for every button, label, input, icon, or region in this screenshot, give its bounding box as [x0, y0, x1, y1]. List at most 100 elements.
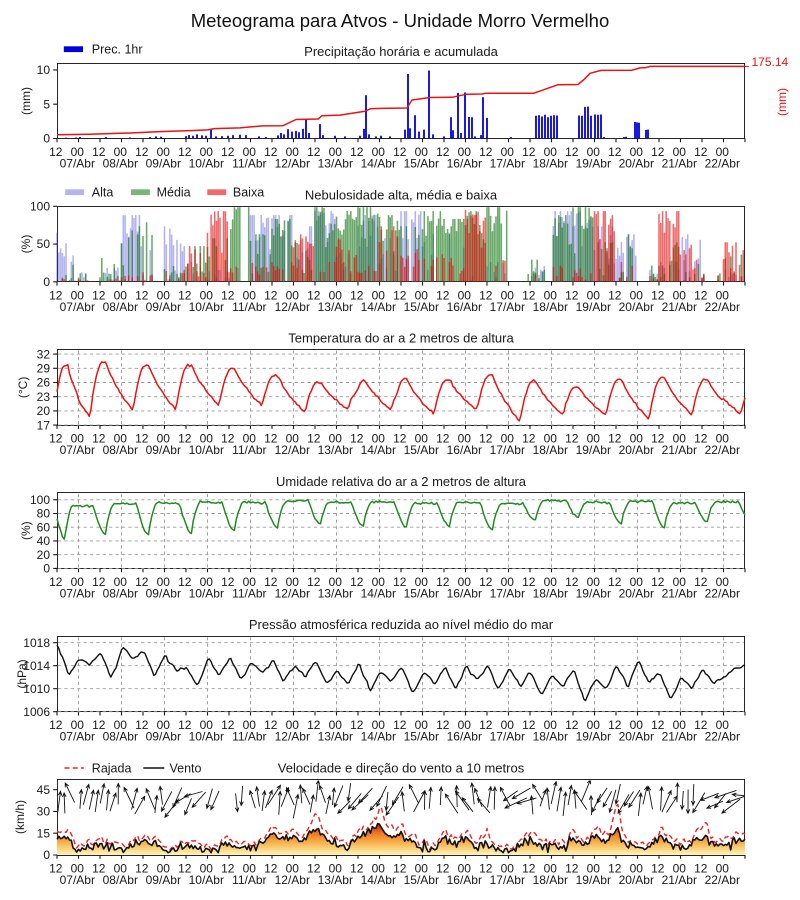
svg-text:00: 00 — [544, 575, 558, 589]
svg-text:17/Abr: 17/Abr — [490, 730, 525, 744]
svg-text:12: 12 — [522, 862, 536, 876]
svg-text:16/Abr: 16/Abr — [447, 730, 482, 744]
svg-text:00: 00 — [630, 862, 644, 876]
svg-text:19/Abr: 19/Abr — [576, 300, 611, 314]
svg-text:Média: Média — [157, 186, 191, 200]
svg-text:12: 12 — [221, 575, 235, 589]
svg-text:12: 12 — [92, 862, 106, 876]
svg-text:1014: 1014 — [23, 659, 50, 673]
svg-text:00: 00 — [587, 575, 601, 589]
svg-text:15/Abr: 15/Abr — [404, 873, 439, 887]
svg-text:12: 12 — [264, 718, 278, 732]
svg-text:12: 12 — [350, 145, 364, 159]
svg-text:08/Abr: 08/Abr — [103, 586, 138, 600]
svg-text:10/Abr: 10/Abr — [189, 157, 224, 171]
svg-text:Umidade relativa do ar a 2 met: Umidade relativa do ar a 2 metros de alt… — [276, 474, 527, 489]
svg-text:17/Abr: 17/Abr — [490, 157, 525, 171]
svg-text:09/Abr: 09/Abr — [146, 586, 181, 600]
svg-text:00: 00 — [157, 288, 171, 302]
svg-text:00: 00 — [501, 575, 515, 589]
svg-text:Alta: Alta — [92, 186, 114, 200]
svg-text:00: 00 — [544, 145, 558, 159]
svg-text:12: 12 — [479, 432, 493, 446]
svg-text:12: 12 — [178, 575, 192, 589]
svg-text:00: 00 — [673, 575, 687, 589]
svg-text:12: 12 — [651, 718, 665, 732]
svg-text:16/Abr: 16/Abr — [447, 443, 482, 457]
svg-text:12/Abr: 12/Abr — [275, 873, 310, 887]
svg-text:20/Abr: 20/Abr — [619, 730, 654, 744]
svg-text:00: 00 — [716, 718, 730, 732]
svg-text:00: 00 — [157, 575, 171, 589]
svg-text:00: 00 — [243, 718, 257, 732]
svg-text:21/Abr: 21/Abr — [662, 300, 697, 314]
svg-text:00: 00 — [243, 145, 257, 159]
svg-text:12: 12 — [92, 145, 106, 159]
svg-text:12: 12 — [221, 432, 235, 446]
svg-text:09/Abr: 09/Abr — [146, 157, 181, 171]
svg-text:00: 00 — [286, 862, 300, 876]
svg-text:12: 12 — [479, 288, 493, 302]
svg-text:00: 00 — [716, 862, 730, 876]
svg-text:00: 00 — [587, 288, 601, 302]
svg-text:00: 00 — [544, 432, 558, 446]
svg-text:22/Abr: 22/Abr — [705, 443, 740, 457]
svg-text:09/Abr: 09/Abr — [146, 730, 181, 744]
svg-text:12: 12 — [608, 288, 622, 302]
svg-text:00: 00 — [286, 288, 300, 302]
svg-text:00: 00 — [458, 432, 472, 446]
svg-text:00: 00 — [673, 288, 687, 302]
svg-text:00: 00 — [286, 718, 300, 732]
svg-text:00: 00 — [372, 432, 386, 446]
svg-text:00: 00 — [372, 288, 386, 302]
svg-text:Pressão atmosférica reduzida a: Pressão atmosférica reduzida ao nível mé… — [249, 617, 554, 632]
svg-text:22/Abr: 22/Abr — [705, 300, 740, 314]
svg-text:00: 00 — [329, 288, 343, 302]
svg-text:29: 29 — [37, 362, 51, 376]
svg-text:22/Abr: 22/Abr — [705, 873, 740, 887]
svg-text:00: 00 — [200, 145, 214, 159]
svg-text:12: 12 — [479, 575, 493, 589]
svg-text:12: 12 — [350, 575, 364, 589]
svg-text:00: 00 — [673, 862, 687, 876]
svg-text:12: 12 — [307, 432, 321, 446]
svg-text:12: 12 — [608, 718, 622, 732]
svg-text:12: 12 — [307, 288, 321, 302]
svg-text:12: 12 — [522, 575, 536, 589]
svg-text:12: 12 — [694, 432, 708, 446]
svg-text:12: 12 — [178, 432, 192, 446]
svg-text:0: 0 — [43, 275, 50, 289]
svg-text:08/Abr: 08/Abr — [103, 873, 138, 887]
svg-text:17/Abr: 17/Abr — [490, 586, 525, 600]
svg-text:12: 12 — [522, 718, 536, 732]
svg-text:(km/h): (km/h) — [13, 800, 27, 834]
svg-text:00: 00 — [71, 145, 85, 159]
svg-text:14/Abr: 14/Abr — [361, 157, 396, 171]
svg-text:00: 00 — [587, 718, 601, 732]
svg-text:10/Abr: 10/Abr — [189, 730, 224, 744]
svg-text:(mm): (mm) — [775, 88, 789, 116]
svg-text:19/Abr: 19/Abr — [576, 443, 611, 457]
svg-text:Temperatura do ar a 2 metros d: Temperatura do ar a 2 metros de altura — [288, 331, 514, 346]
svg-text:12: 12 — [307, 145, 321, 159]
svg-text:Nebulosidade alta, média e bai: Nebulosidade alta, média e baixa — [305, 187, 498, 202]
svg-text:00: 00 — [587, 432, 601, 446]
svg-text:12: 12 — [49, 432, 63, 446]
svg-text:00: 00 — [415, 432, 429, 446]
svg-text:00: 00 — [587, 862, 601, 876]
svg-text:12: 12 — [135, 575, 149, 589]
svg-text:12: 12 — [264, 288, 278, 302]
svg-text:00: 00 — [716, 145, 730, 159]
svg-text:08/Abr: 08/Abr — [103, 443, 138, 457]
svg-text:11/Abr: 11/Abr — [232, 157, 266, 171]
svg-text:12: 12 — [393, 862, 407, 876]
svg-text:18/Abr: 18/Abr — [533, 586, 568, 600]
svg-text:21/Abr: 21/Abr — [662, 443, 697, 457]
svg-text:00: 00 — [501, 718, 515, 732]
svg-text:30: 30 — [37, 805, 51, 819]
svg-text:07/Abr: 07/Abr — [60, 157, 95, 171]
svg-text:Vento: Vento — [170, 761, 202, 775]
svg-text:09/Abr: 09/Abr — [146, 300, 181, 314]
svg-text:12: 12 — [49, 718, 63, 732]
svg-text:12: 12 — [135, 862, 149, 876]
